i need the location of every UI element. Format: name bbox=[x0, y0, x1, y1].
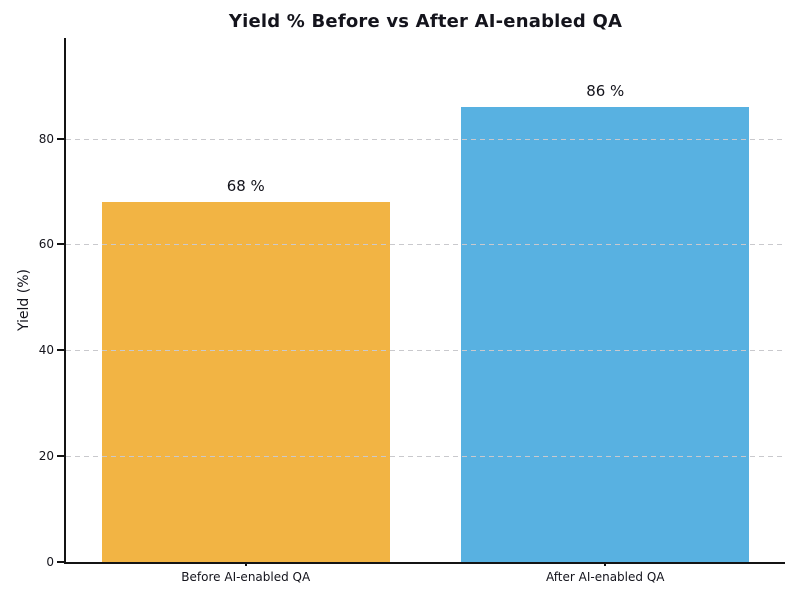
y-tick-label: 60 bbox=[38, 237, 54, 252]
x-axis-line bbox=[64, 562, 785, 564]
bar-value-label: 68 % bbox=[226, 177, 265, 196]
x-tick-mark bbox=[244, 562, 247, 566]
x-tick-label: After AI-enabled QA bbox=[546, 570, 665, 584]
bar-value-label: 86 % bbox=[586, 81, 625, 100]
y-tick-label: 0 bbox=[46, 555, 54, 569]
gridline bbox=[66, 244, 785, 246]
y-tick-mark bbox=[57, 455, 64, 458]
y-tick-mark bbox=[57, 561, 64, 563]
y-tick-mark bbox=[57, 243, 64, 246]
bar-0 bbox=[101, 202, 390, 562]
y-tick-mark bbox=[57, 349, 64, 352]
x-tick-label: Before AI-enabled QA bbox=[181, 570, 311, 584]
gridline bbox=[66, 350, 785, 352]
y-tick-label: 80 bbox=[38, 131, 54, 146]
bar-1 bbox=[461, 106, 750, 562]
gridline bbox=[66, 138, 785, 140]
x-tick-mark bbox=[604, 562, 607, 566]
y-axis-label: Yield (%) bbox=[16, 268, 32, 332]
y-tick-mark bbox=[57, 137, 64, 140]
plot-area: 0 20 40 60 80 68 % Before AI-enabled QA 86 % Aft… bbox=[39, 38, 785, 584]
y-tick-label: 40 bbox=[38, 343, 54, 358]
chart-title: Yield % Before vs After AI-enabled QA bbox=[228, 11, 623, 32]
gridline bbox=[66, 456, 785, 458]
y-axis-line bbox=[64, 38, 66, 564]
y-tick-label: 20 bbox=[38, 449, 54, 464]
